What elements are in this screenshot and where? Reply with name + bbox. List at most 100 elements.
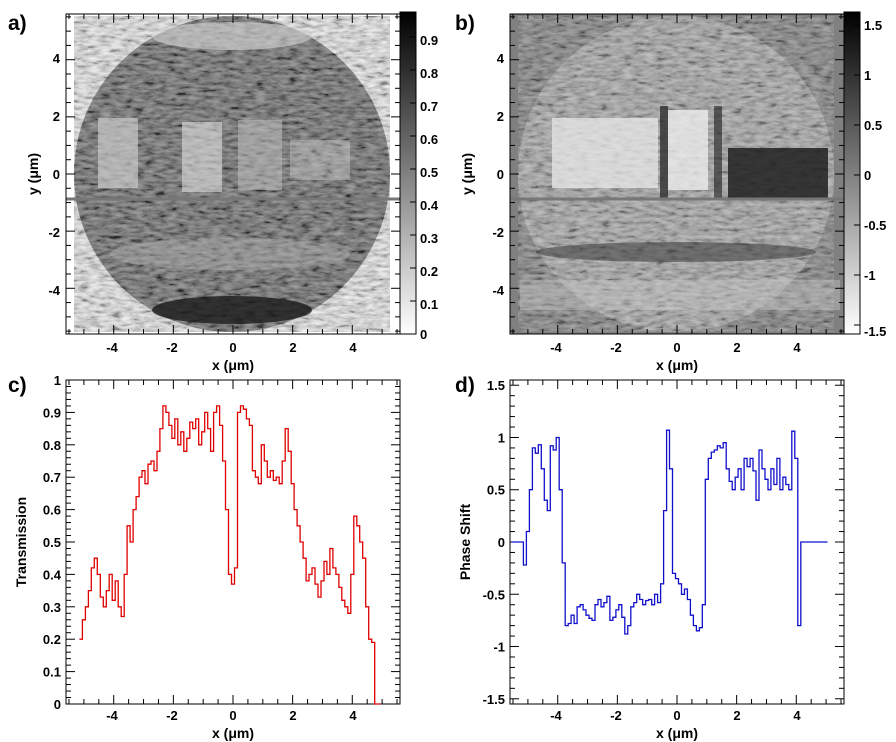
panel-c-xtick: -4 [106,708,118,723]
panel-c-ytick: 0.2 [43,632,61,647]
panel-b-colorbar-label: 1 [864,68,871,83]
panel-b-colorbar-label: -1.5 [864,324,886,339]
panel-b-colorbar-label: -0.5 [864,218,886,233]
panel-c-ytick: 0.7 [43,470,61,485]
panel-a-colorbar-label: 0.7 [420,99,438,114]
panel-c-xtick: 2 [289,708,296,723]
panel-d-xtick: -4 [550,708,562,723]
panel-b-xlabel: x (μm) [656,357,698,373]
panel-a-colorbar-ticks [410,36,416,335]
panel-b-ytick: 0 [497,167,504,182]
panel-d-ytick: -0.5 [483,587,505,602]
panel-c-axis-ticks [66,379,400,705]
panel-a-colorbar-label: 0.9 [420,33,438,48]
panel-d-frame [509,379,845,705]
panel-c-ytick: 0.4 [43,567,62,582]
panel-c-ytick: 0.6 [43,503,61,518]
panel-a-colorbar-label: 0 [420,327,427,342]
panel-b-xtick: 2 [733,340,740,355]
panel-d-label: d) [455,374,475,397]
panel-a-axis-ticks [66,14,400,334]
panel-b-colorbar [843,11,861,335]
panel-a-xtick: 2 [289,340,296,355]
panel-a-xtick: -4 [106,340,118,355]
panel-d-ytick: 0 [498,535,505,550]
panel-c-xtick: 4 [349,708,357,723]
panel-b-ylabel: y (μm) [459,153,475,195]
phase-shift-line [511,429,828,635]
panel-a-colorbar-label: 0.3 [420,231,438,246]
panel-d-series [511,429,828,635]
panel-d-xlabel: x (μm) [656,725,698,741]
panel-a-ytick: -4 [48,283,60,298]
panel-c-ytick: 0.1 [43,665,61,680]
panel-b-xtick: -2 [610,340,622,355]
panel-d-xtick: -2 [610,708,622,723]
panel-c-ytick: 0 [54,697,61,712]
panel-a-label: a) [8,12,27,35]
panel-d-xtick: 4 [793,708,801,723]
panel-a-heatmap [66,14,400,334]
panel-d-ytick: 0.5 [487,483,505,498]
panel-d: d) 1.5 1 0.5 0 -0.5 -1 -1.5 -4 -2 0 2 4 x (μm)… [455,374,845,741]
panel-a-colorbar-label: 0.4 [420,198,439,213]
panel-d-axis-ticks [510,380,844,704]
panel-a-xtick: 4 [349,340,357,355]
panel-b-xtick: -4 [550,340,562,355]
panel-a-xtick: 0 [229,340,236,355]
panel-b-ytick: -2 [492,225,504,240]
panel-d-ytick: -1.5 [483,692,505,707]
panel-b-ytick: 4 [497,51,505,66]
panel-d-ylabel: Phase Shift [457,504,473,581]
panel-a-xtick: -2 [166,340,178,355]
transmission-line [79,405,381,705]
panel-d-ytick: 1 [498,430,505,445]
panel-d-ytick: 1.5 [487,378,505,393]
panel-c-xtick: 0 [229,708,236,723]
panel-b-colorbar-label: 0 [864,168,871,183]
panel-a-colorbar-label: 0.6 [420,132,438,147]
panel-a-colorbar-label: 0.2 [420,264,438,279]
panel-c-series [79,405,381,705]
panel-b-ytick: 2 [497,109,504,124]
panel-b: b) -4 -2 0 2 4 4 2 0 -2 -4 x (μm) y (μm) [455,11,886,373]
panel-d-ytick: -1 [493,640,505,655]
panel-c-xlabel: x (μm) [212,725,254,741]
panel-a-colorbar-label: 0.1 [420,297,438,312]
panel-a-ytick: 4 [53,51,61,66]
panel-c-ytick: 0.9 [43,405,61,420]
panel-b-xtick: 0 [673,340,680,355]
panel-a-ylabel: y (μm) [25,153,41,195]
panel-b-xtick: 4 [793,340,801,355]
panel-c-ytick: 0.3 [43,600,61,615]
panel-b-colorbar-ticks [854,24,860,326]
panel-d-xtick: 0 [673,708,680,723]
panel-c-xtick: -2 [166,708,178,723]
panel-c-ytick: 1 [54,373,61,388]
panel-c-ytick: 0.8 [43,438,61,453]
panel-a-ytick: -2 [48,225,60,240]
panel-c-label: c) [8,374,27,397]
panel-b-colorbar-label: -1 [864,268,876,283]
panel-a-ytick: 2 [53,109,60,124]
panel-d-xtick: 2 [733,708,740,723]
panel-c-frame [65,379,401,705]
panel-c: c) 1 0.9 0.8 0.7 0.6 0.5 0.4 0.3 0.2 0.1 0 -4 -2 0… [8,373,401,741]
panel-b-colorbar-label: 0.5 [864,118,882,133]
panel-b-ytick: -4 [492,283,504,298]
panel-a-colorbar-label: 0.8 [420,66,438,81]
panel-d-ytick-labels: 1.5 1 0.5 0 -0.5 -1 -1.5 [483,378,505,707]
panel-b-label: b) [455,12,475,35]
panel-a-xlabel: x (μm) [212,357,254,373]
panel-c-ylabel: Transmission [13,497,29,587]
panel-b-axis-ticks [510,14,844,334]
panel-c-ytick-labels: 1 0.9 0.8 0.7 0.6 0.5 0.4 0.3 0.2 0.1 0 [43,373,62,712]
panel-c-ytick: 0.5 [43,535,61,550]
panel-a: a) -4 -2 0 2 4 4 2 0 -2 -4 x (μm) y (μm) [8,11,439,373]
panel-a-colorbar [399,11,417,335]
panel-b-colorbar-label: 1.5 [864,18,882,33]
panel-a-ytick: 0 [53,167,60,182]
panel-a-colorbar-label: 0.5 [420,165,438,180]
panel-b-heatmap [510,14,844,334]
